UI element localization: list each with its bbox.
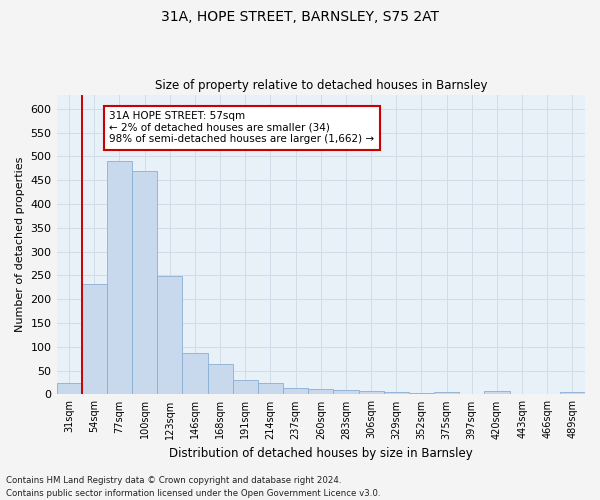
Bar xyxy=(56,382,82,394)
Bar xyxy=(560,392,585,394)
Bar xyxy=(208,364,233,394)
Bar xyxy=(258,384,283,394)
Bar xyxy=(132,170,157,394)
Text: 31A, HOPE STREET, BARNSLEY, S75 2AT: 31A, HOPE STREET, BARNSLEY, S75 2AT xyxy=(161,10,439,24)
Bar xyxy=(484,391,509,394)
Bar xyxy=(409,393,434,394)
Bar xyxy=(107,161,132,394)
Bar xyxy=(308,388,334,394)
Y-axis label: Number of detached properties: Number of detached properties xyxy=(15,157,25,332)
Bar xyxy=(434,392,459,394)
Title: Size of property relative to detached houses in Barnsley: Size of property relative to detached ho… xyxy=(155,79,487,92)
Bar xyxy=(383,392,409,394)
Bar xyxy=(233,380,258,394)
Bar xyxy=(334,390,359,394)
Bar xyxy=(283,388,308,394)
X-axis label: Distribution of detached houses by size in Barnsley: Distribution of detached houses by size … xyxy=(169,447,473,460)
Bar xyxy=(182,352,208,395)
Bar xyxy=(359,390,383,394)
Text: Contains HM Land Registry data © Crown copyright and database right 2024.
Contai: Contains HM Land Registry data © Crown c… xyxy=(6,476,380,498)
Bar xyxy=(157,276,182,394)
Bar xyxy=(82,284,107,395)
Text: 31A HOPE STREET: 57sqm
← 2% of detached houses are smaller (34)
98% of semi-deta: 31A HOPE STREET: 57sqm ← 2% of detached … xyxy=(109,111,374,144)
